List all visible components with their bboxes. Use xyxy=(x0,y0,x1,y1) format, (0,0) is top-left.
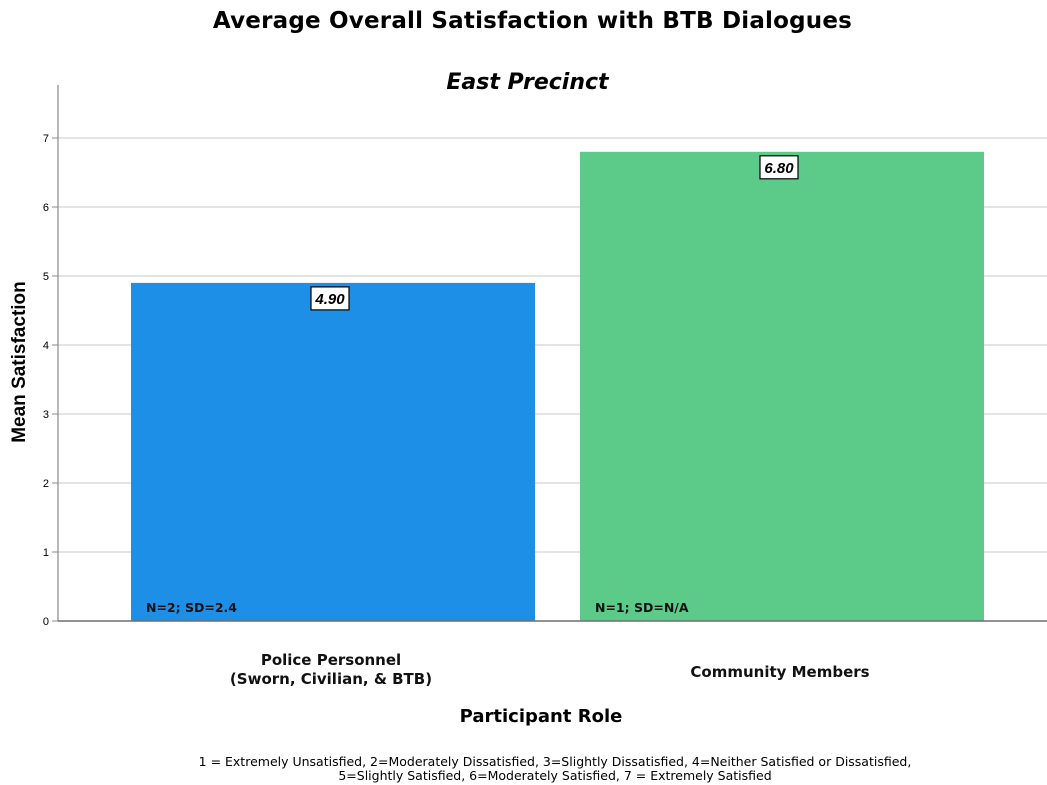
x-axis-label: Participant Role xyxy=(459,706,623,727)
chart-title: Average Overall Satisfaction with BTB Di… xyxy=(212,8,853,34)
value-label: 4.90 xyxy=(314,291,345,308)
y-tick-label: 6 xyxy=(43,202,49,214)
y-tick-label: 3 xyxy=(43,409,49,421)
bar xyxy=(131,282,535,621)
y-tick-label: 4 xyxy=(43,340,49,352)
bar-note: N=1; SD=N/A xyxy=(595,600,689,615)
bar-note: N=2; SD=2.4 xyxy=(146,600,237,615)
footnote-line: 5=Slightly Satisfied, 6=Moderately Satis… xyxy=(338,768,772,783)
y-axis: 0 1 2 3 4 5 6 7 xyxy=(43,85,59,628)
y-tick-label: 0 xyxy=(43,616,49,628)
footnote-line: 1 = Extremely Unsatisfied, 2=Moderately … xyxy=(198,754,912,769)
x-tick-label: (Sworn, Civilian, & BTB) xyxy=(230,670,432,688)
value-label: 6.80 xyxy=(764,160,794,177)
value-labels: 4.90 6.80 xyxy=(310,155,799,311)
bars xyxy=(131,151,984,622)
footnote: 1 = Extremely Unsatisfied, 2=Moderately … xyxy=(0,755,1047,783)
bar-notes: N=2; SD=2.4 N=1; SD=N/A xyxy=(146,600,689,615)
value-label-box xyxy=(759,155,799,180)
y-tick-label: 1 xyxy=(43,547,49,559)
chart-subtitle: East Precinct xyxy=(446,70,609,95)
value-label-box xyxy=(310,286,350,311)
x-tick-label: Community Members xyxy=(690,663,869,681)
bar xyxy=(580,151,984,622)
x-axis: Police Personnel(Sworn, Civilian, & BTB)… xyxy=(58,620,1047,688)
y-tick-label: 2 xyxy=(43,478,49,490)
y-axis-label: Mean Satisfaction xyxy=(9,281,30,443)
x-tick-label: Police Personnel xyxy=(261,651,401,669)
y-tick-label: 5 xyxy=(43,271,49,283)
y-tick-label: 7 xyxy=(43,133,49,145)
